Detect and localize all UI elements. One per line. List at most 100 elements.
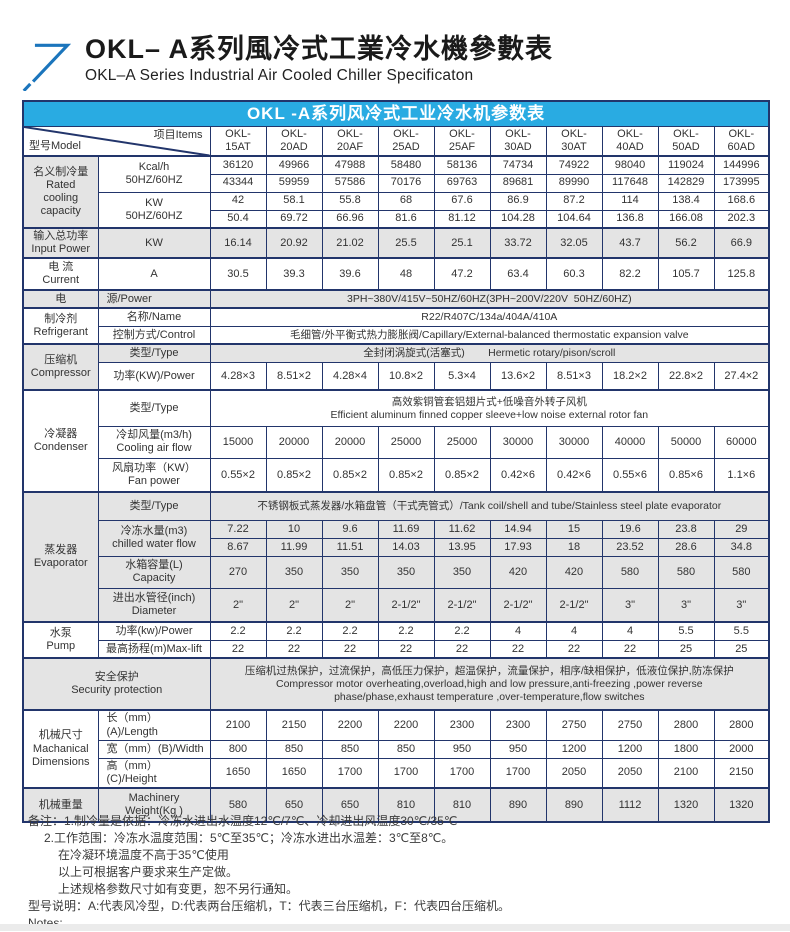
value-cell: 21.02 (321, 226, 379, 259)
value-cell: 1200 (545, 739, 603, 759)
value-cell: 14.03 (377, 537, 435, 557)
notes-line: 备注：1.制冷量是依据：冷冻水进出水温度12℃/7℃、冷却进出风温度30℃/35… (28, 814, 458, 828)
value-cell: 2.2 (377, 621, 435, 641)
row-group-label: 名义制冷量 Rated cooling capacity (22, 155, 99, 229)
value-cell: 13.95 (433, 537, 491, 557)
value-cell: 22 (265, 639, 323, 659)
value-cell: 8.51×3 (545, 361, 603, 391)
row-group-label: 机械尺寸 Machanical Dimensions (22, 709, 99, 789)
notes-line: 以上可根据客户要求来生产定做。 (58, 865, 239, 879)
model-column-header: OKL- 50AD (657, 125, 715, 157)
merged-text-cell: 毛细管/外平衡式热力膨胀阀/Capillary/External-balance… (209, 325, 770, 345)
row-item-label: Machinery Weight(Kg ) (97, 787, 211, 823)
page-subtitle: OKL–A Series Industrial Air Cooled Chill… (85, 67, 474, 85)
corner-model-label: 型号Model (29, 139, 81, 152)
model-column-header: OKL- 40AD (601, 125, 659, 157)
value-cell: 30.5 (209, 257, 267, 291)
value-cell: 173995 (713, 173, 770, 193)
value-cell: 0.85×2 (377, 457, 435, 493)
value-cell: 11.69 (377, 519, 435, 539)
notes-line: 2.工作范围：冷冻水温度范围：5℃至35℃；冷冻水进出水温差：3℃至8℃。 (44, 831, 454, 845)
value-cell: 4.28×3 (209, 361, 267, 391)
value-cell: 0.85×2 (321, 457, 379, 493)
value-cell: 2300 (433, 709, 491, 741)
value-cell: 36120 (209, 155, 267, 175)
row-item-label: 冷却风量(m3/h) Cooling air flow (97, 425, 211, 459)
merged-text-cell: 高效紫铜管套铝翅片式+低噪音外转子风机 Efficient aluminum f… (209, 389, 770, 427)
value-cell: 22 (601, 639, 659, 659)
value-cell: 3" (713, 587, 770, 623)
value-cell: 10.8×2 (377, 361, 435, 391)
value-cell: 580 (713, 555, 770, 589)
value-cell: 1700 (321, 757, 379, 789)
value-cell: 16.14 (209, 226, 267, 259)
row-item-label: KW (97, 226, 211, 259)
row-group-label: 安全保护 Security protection (22, 657, 211, 711)
value-cell: 1700 (489, 757, 547, 789)
value-cell: 105.7 (657, 257, 715, 291)
value-cell: 42 (209, 191, 267, 211)
value-cell: 0.42×6 (489, 457, 547, 493)
value-cell: 800 (209, 739, 267, 759)
value-cell: 58.1 (265, 191, 323, 211)
value-cell: 30000 (545, 425, 603, 459)
corner-items-label: 项目Items (153, 128, 203, 141)
value-cell: 5.5 (713, 621, 770, 641)
value-cell: 10 (265, 519, 323, 539)
value-cell: 3" (657, 587, 715, 623)
value-cell: 1650 (209, 757, 267, 789)
value-cell: 49966 (265, 155, 323, 175)
value-cell: 34.8 (713, 537, 770, 557)
value-cell: 15 (545, 519, 603, 539)
value-cell: 25 (713, 639, 770, 659)
row-group-label: 制冷剂 Refrigerant (22, 307, 99, 345)
value-cell: 104.64 (545, 209, 603, 229)
row-item-label: 控制方式/Control (97, 325, 211, 345)
row-item-label: KW 50HZ/60HZ (97, 191, 211, 229)
value-cell: 4 (545, 621, 603, 641)
row-group-label: 冷凝器 Condenser (22, 389, 99, 493)
corner-cell: 型号Model 项目Items (22, 125, 211, 157)
value-cell: 650 (265, 787, 323, 823)
value-cell: 39.3 (265, 257, 323, 291)
value-cell: 202.3 (713, 209, 770, 229)
value-cell: 58480 (377, 155, 435, 175)
value-cell: 2-1/2" (545, 587, 603, 623)
value-cell: 11.99 (265, 537, 323, 557)
value-cell: 29 (713, 519, 770, 539)
diagonal-divider (24, 127, 210, 156)
value-cell: 4 (489, 621, 547, 641)
value-cell: 23.8 (657, 519, 715, 539)
value-cell: 60.3 (545, 257, 603, 291)
value-cell: 1800 (657, 739, 715, 759)
value-cell: 22 (377, 639, 435, 659)
value-cell: 87.2 (545, 191, 603, 211)
value-cell: 168.6 (713, 191, 770, 211)
model-column-header: OKL- 20AD (265, 125, 323, 157)
value-cell: 56.2 (657, 226, 715, 259)
value-cell: 25000 (377, 425, 435, 459)
value-cell: 119024 (657, 155, 715, 175)
value-cell: 66.9 (713, 226, 770, 259)
value-cell: 350 (321, 555, 379, 589)
value-cell: 17.93 (489, 537, 547, 557)
value-cell: 55.8 (321, 191, 379, 211)
value-cell: 33.72 (489, 226, 547, 259)
value-cell: 2750 (601, 709, 659, 741)
value-cell: 11.62 (433, 519, 491, 539)
value-cell: 1200 (601, 739, 659, 759)
model-column-header: OKL- 30AT (545, 125, 603, 157)
value-cell: 69763 (433, 173, 491, 193)
merged-text-cell: R22/R407C/134a/404A/410A (209, 307, 770, 327)
value-cell: 25.5 (377, 226, 435, 259)
value-cell: 81.12 (433, 209, 491, 229)
value-cell: 2150 (265, 709, 323, 741)
value-cell: 50000 (657, 425, 715, 459)
value-cell: 66.96 (321, 209, 379, 229)
value-cell: 136.8 (601, 209, 659, 229)
value-cell: 580 (601, 555, 659, 589)
page-bottom-strip (0, 924, 790, 931)
value-cell: 1320 (657, 787, 715, 823)
notes-line: 在冷凝环境温度不高于35℃使用 (58, 848, 229, 862)
